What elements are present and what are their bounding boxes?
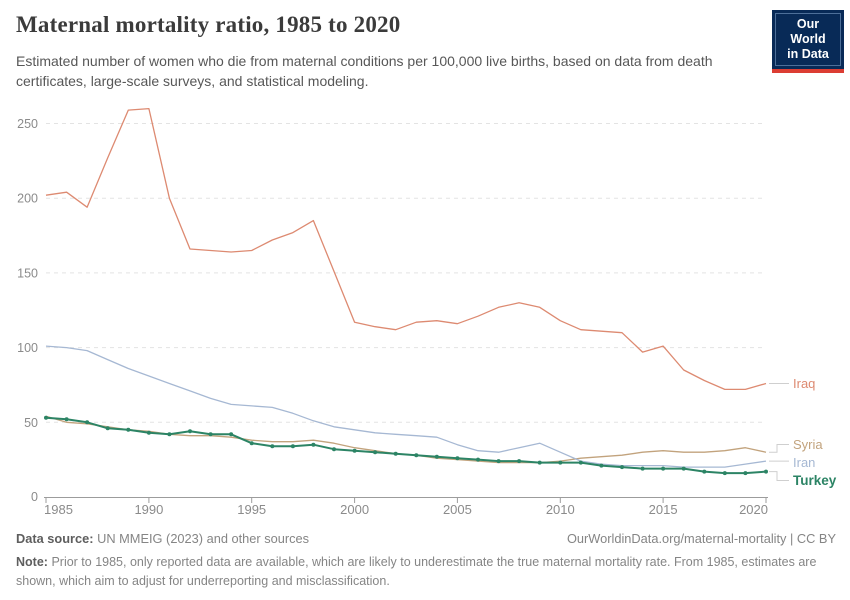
owid-logo-box: Our World in Data <box>772 10 844 70</box>
series-marker-turkey <box>332 447 336 452</box>
label-connector-turkey <box>769 471 789 481</box>
series-marker-turkey <box>434 454 439 459</box>
data-source-value: UN MMEIG (2023) and other sources <box>97 531 310 546</box>
series-marker-turkey <box>517 459 522 464</box>
series-marker-turkey <box>414 453 419 458</box>
data-source-label: Data source: <box>16 531 94 546</box>
label-connector-syria <box>769 444 789 453</box>
owid-logo-red-bar <box>772 69 844 74</box>
note-value: Prior to 1985, only reported data are av… <box>16 555 817 588</box>
series-label-syria[interactable]: Syria <box>793 437 823 452</box>
series-marker-turkey <box>64 417 69 422</box>
series-marker-turkey <box>476 457 480 462</box>
series-marker-turkey <box>702 469 707 474</box>
owid-logo-line1: Our World <box>790 17 826 46</box>
series-marker-turkey <box>661 466 666 471</box>
series-marker-turkey <box>743 471 748 476</box>
x-tick-label-2005: 2005 <box>443 502 472 517</box>
series-marker-turkey <box>393 451 398 456</box>
x-tick-label-1995: 1995 <box>237 502 266 517</box>
x-tick-label-2000: 2000 <box>340 502 369 517</box>
series-label-iraq[interactable]: Iraq <box>793 376 815 391</box>
series-marker-turkey <box>249 441 254 446</box>
series-line-iraq[interactable] <box>45 107 767 391</box>
series-line-turkey[interactable] <box>45 416 767 475</box>
series-marker-turkey <box>290 444 295 449</box>
owid-logo[interactable]: Our World in Data <box>772 10 844 74</box>
series-label-iran[interactable]: Iran <box>793 455 815 470</box>
series-line-iran[interactable] <box>45 345 767 468</box>
series-marker-turkey <box>722 471 727 476</box>
series-marker-turkey <box>537 460 542 465</box>
series-marker-turkey <box>311 442 316 447</box>
owid-logo-line2: in Data <box>787 46 829 61</box>
x-tick-label-2015: 2015 <box>649 502 678 517</box>
chart-subtitle: Estimated number of women who die from m… <box>16 53 713 89</box>
series-marker-turkey <box>105 426 110 431</box>
data-source-line: Data source: UN MMEIG (2023) and other s… <box>16 531 309 546</box>
series-marker-turkey <box>352 448 357 453</box>
note-label: Note: <box>16 555 48 569</box>
series-marker-turkey <box>558 460 563 465</box>
series-marker-turkey <box>764 469 768 474</box>
series-marker-turkey <box>146 430 151 435</box>
y-tick-label-200: 200 <box>17 192 38 206</box>
series-label-turkey[interactable]: Turkey <box>793 473 837 488</box>
x-tick-label-2020: 2020 <box>739 502 768 517</box>
series-marker-turkey <box>44 415 48 420</box>
series-marker-turkey <box>681 466 686 471</box>
y-tick-label-50: 50 <box>24 416 38 430</box>
series-marker-turkey <box>167 432 172 437</box>
x-tick-label-1985: 1985 <box>44 502 73 517</box>
owid-citation-link[interactable]: OurWorldinData.org/maternal-mortality | … <box>566 531 836 546</box>
y-tick-label-100: 100 <box>17 341 38 355</box>
series-marker-turkey <box>188 429 192 434</box>
series-marker-turkey <box>126 427 131 432</box>
series-line-syria[interactable] <box>45 415 767 464</box>
x-tick-label-2010: 2010 <box>546 502 575 517</box>
series-marker-turkey <box>455 456 460 461</box>
series-marker-turkey <box>620 465 624 470</box>
series-marker-turkey <box>496 459 501 464</box>
series-marker-turkey <box>640 466 645 471</box>
owid-logo-text: Our World in Data <box>775 13 841 67</box>
y-tick-label-150: 150 <box>17 266 38 280</box>
line-chart: 0 50 100 150 200 250 1985 1990 1995 2000 2005 2010 2… <box>17 107 837 517</box>
series-marker-turkey <box>85 420 90 425</box>
page-title: Maternal mortality ratio, 1985 to 2020 <box>16 12 401 37</box>
series-marker-turkey <box>229 432 234 437</box>
x-tick-label-1990: 1990 <box>134 502 163 517</box>
y-tick-label-250: 250 <box>17 117 38 131</box>
chart-note: Note: Prior to 1985, only reported data … <box>16 553 830 591</box>
y-tick-label-0: 0 <box>31 490 38 504</box>
series-marker-turkey <box>578 460 583 465</box>
series-marker-turkey <box>270 444 275 449</box>
series-marker-turkey <box>373 450 378 455</box>
series-marker-turkey <box>208 432 213 437</box>
series-marker-turkey <box>599 463 604 468</box>
